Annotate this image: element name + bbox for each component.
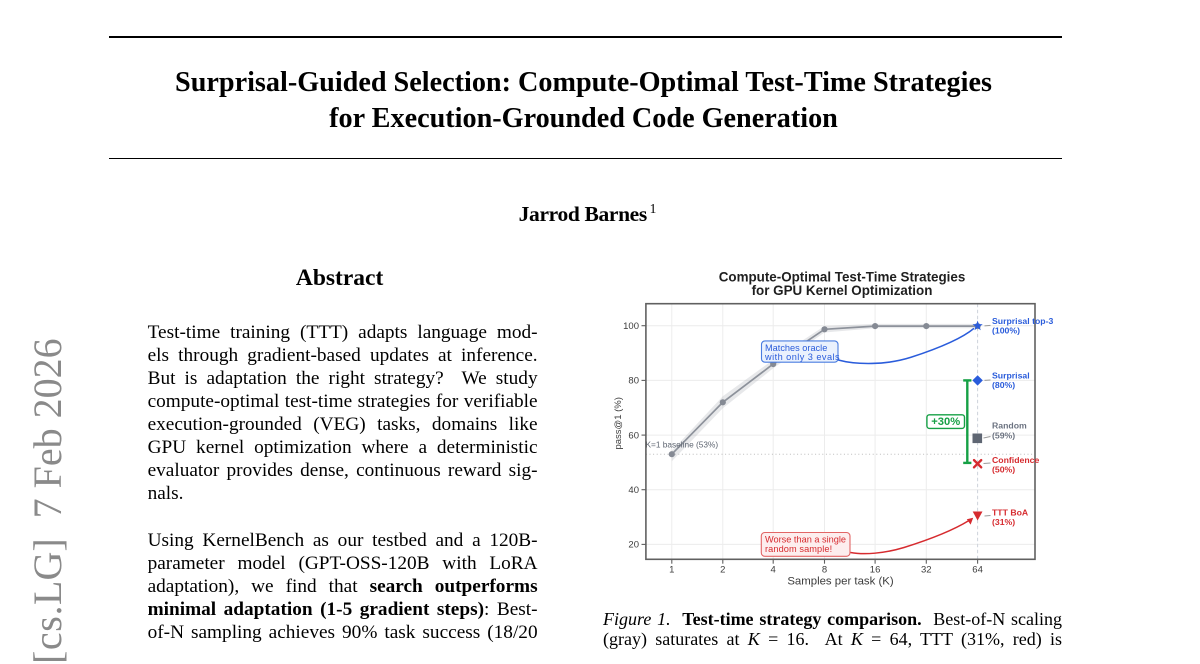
- svg-text:100: 100: [623, 321, 639, 332]
- svg-text:40: 40: [628, 485, 639, 496]
- svg-text:4: 4: [771, 565, 776, 576]
- svg-text:(50%): (50%): [992, 464, 1015, 474]
- svg-text:(80%): (80%): [992, 380, 1015, 390]
- svg-text:K=1 baseline (53%): K=1 baseline (53%): [646, 440, 719, 450]
- svg-text:60: 60: [628, 430, 639, 441]
- svg-text:with only 3 evals: with only 3 evals: [764, 352, 840, 362]
- svg-text:Surprisal: Surprisal: [992, 371, 1030, 381]
- svg-text:Samples per task (K): Samples per task (K): [787, 576, 894, 588]
- svg-text:(31%): (31%): [992, 517, 1015, 527]
- svg-text:16: 16: [870, 565, 881, 576]
- svg-text:+30%: +30%: [931, 416, 960, 428]
- svg-text:Worse than a single: Worse than a single: [765, 534, 846, 544]
- svg-text:8: 8: [822, 565, 827, 576]
- svg-text:1: 1: [669, 565, 674, 576]
- svg-text:(100%): (100%): [992, 326, 1020, 336]
- svg-text:for GPU Kernel Optimization: for GPU Kernel Optimization: [752, 283, 933, 298]
- svg-text:Surprisal top-3: Surprisal top-3: [992, 316, 1053, 326]
- svg-text:2: 2: [720, 565, 725, 576]
- svg-text:20: 20: [628, 540, 639, 551]
- svg-text:(59%): (59%): [992, 430, 1015, 440]
- svg-text:80: 80: [628, 376, 639, 387]
- svg-text:pass@1 (%): pass@1 (%): [613, 397, 624, 449]
- svg-text:Random: Random: [992, 420, 1027, 430]
- svg-text:64: 64: [972, 565, 983, 576]
- svg-text:32: 32: [921, 565, 932, 576]
- svg-text:random sample!: random sample!: [765, 544, 832, 554]
